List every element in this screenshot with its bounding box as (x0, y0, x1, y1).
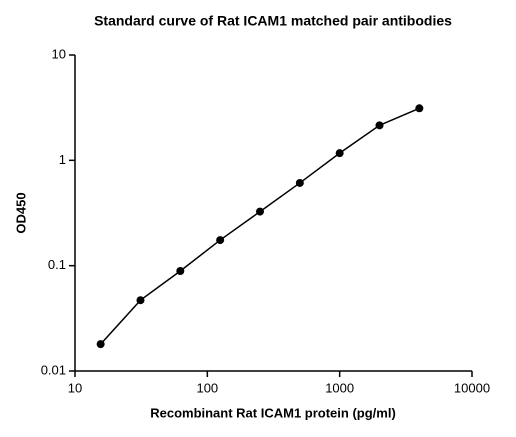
data-point (96, 340, 105, 349)
x-axis-label: Recombinant Rat ICAM1 protein (pg/ml) (150, 405, 396, 420)
x-tick-label: 10 (68, 380, 82, 395)
x-tick-label: 100 (196, 380, 218, 395)
data-point (176, 266, 185, 275)
x-tick-label: 10000 (454, 380, 490, 395)
data-point (335, 149, 344, 158)
data-point (136, 296, 145, 305)
data-point (255, 207, 264, 216)
y-tick-label: 1 (59, 152, 66, 167)
x-tick-label: 1000 (325, 380, 354, 395)
data-point (295, 178, 304, 187)
data-point (375, 121, 384, 130)
y-tick-label: 0.01 (41, 362, 66, 377)
y-axis-label: OD450 (13, 192, 28, 233)
chart-title: Standard curve of Rat ICAM1 matched pair… (94, 13, 452, 29)
fit-line (100, 107, 420, 345)
data-point (415, 104, 424, 113)
y-tick-label: 0.1 (48, 257, 66, 272)
data-point (216, 236, 225, 245)
y-tick-label: 10 (52, 46, 66, 61)
